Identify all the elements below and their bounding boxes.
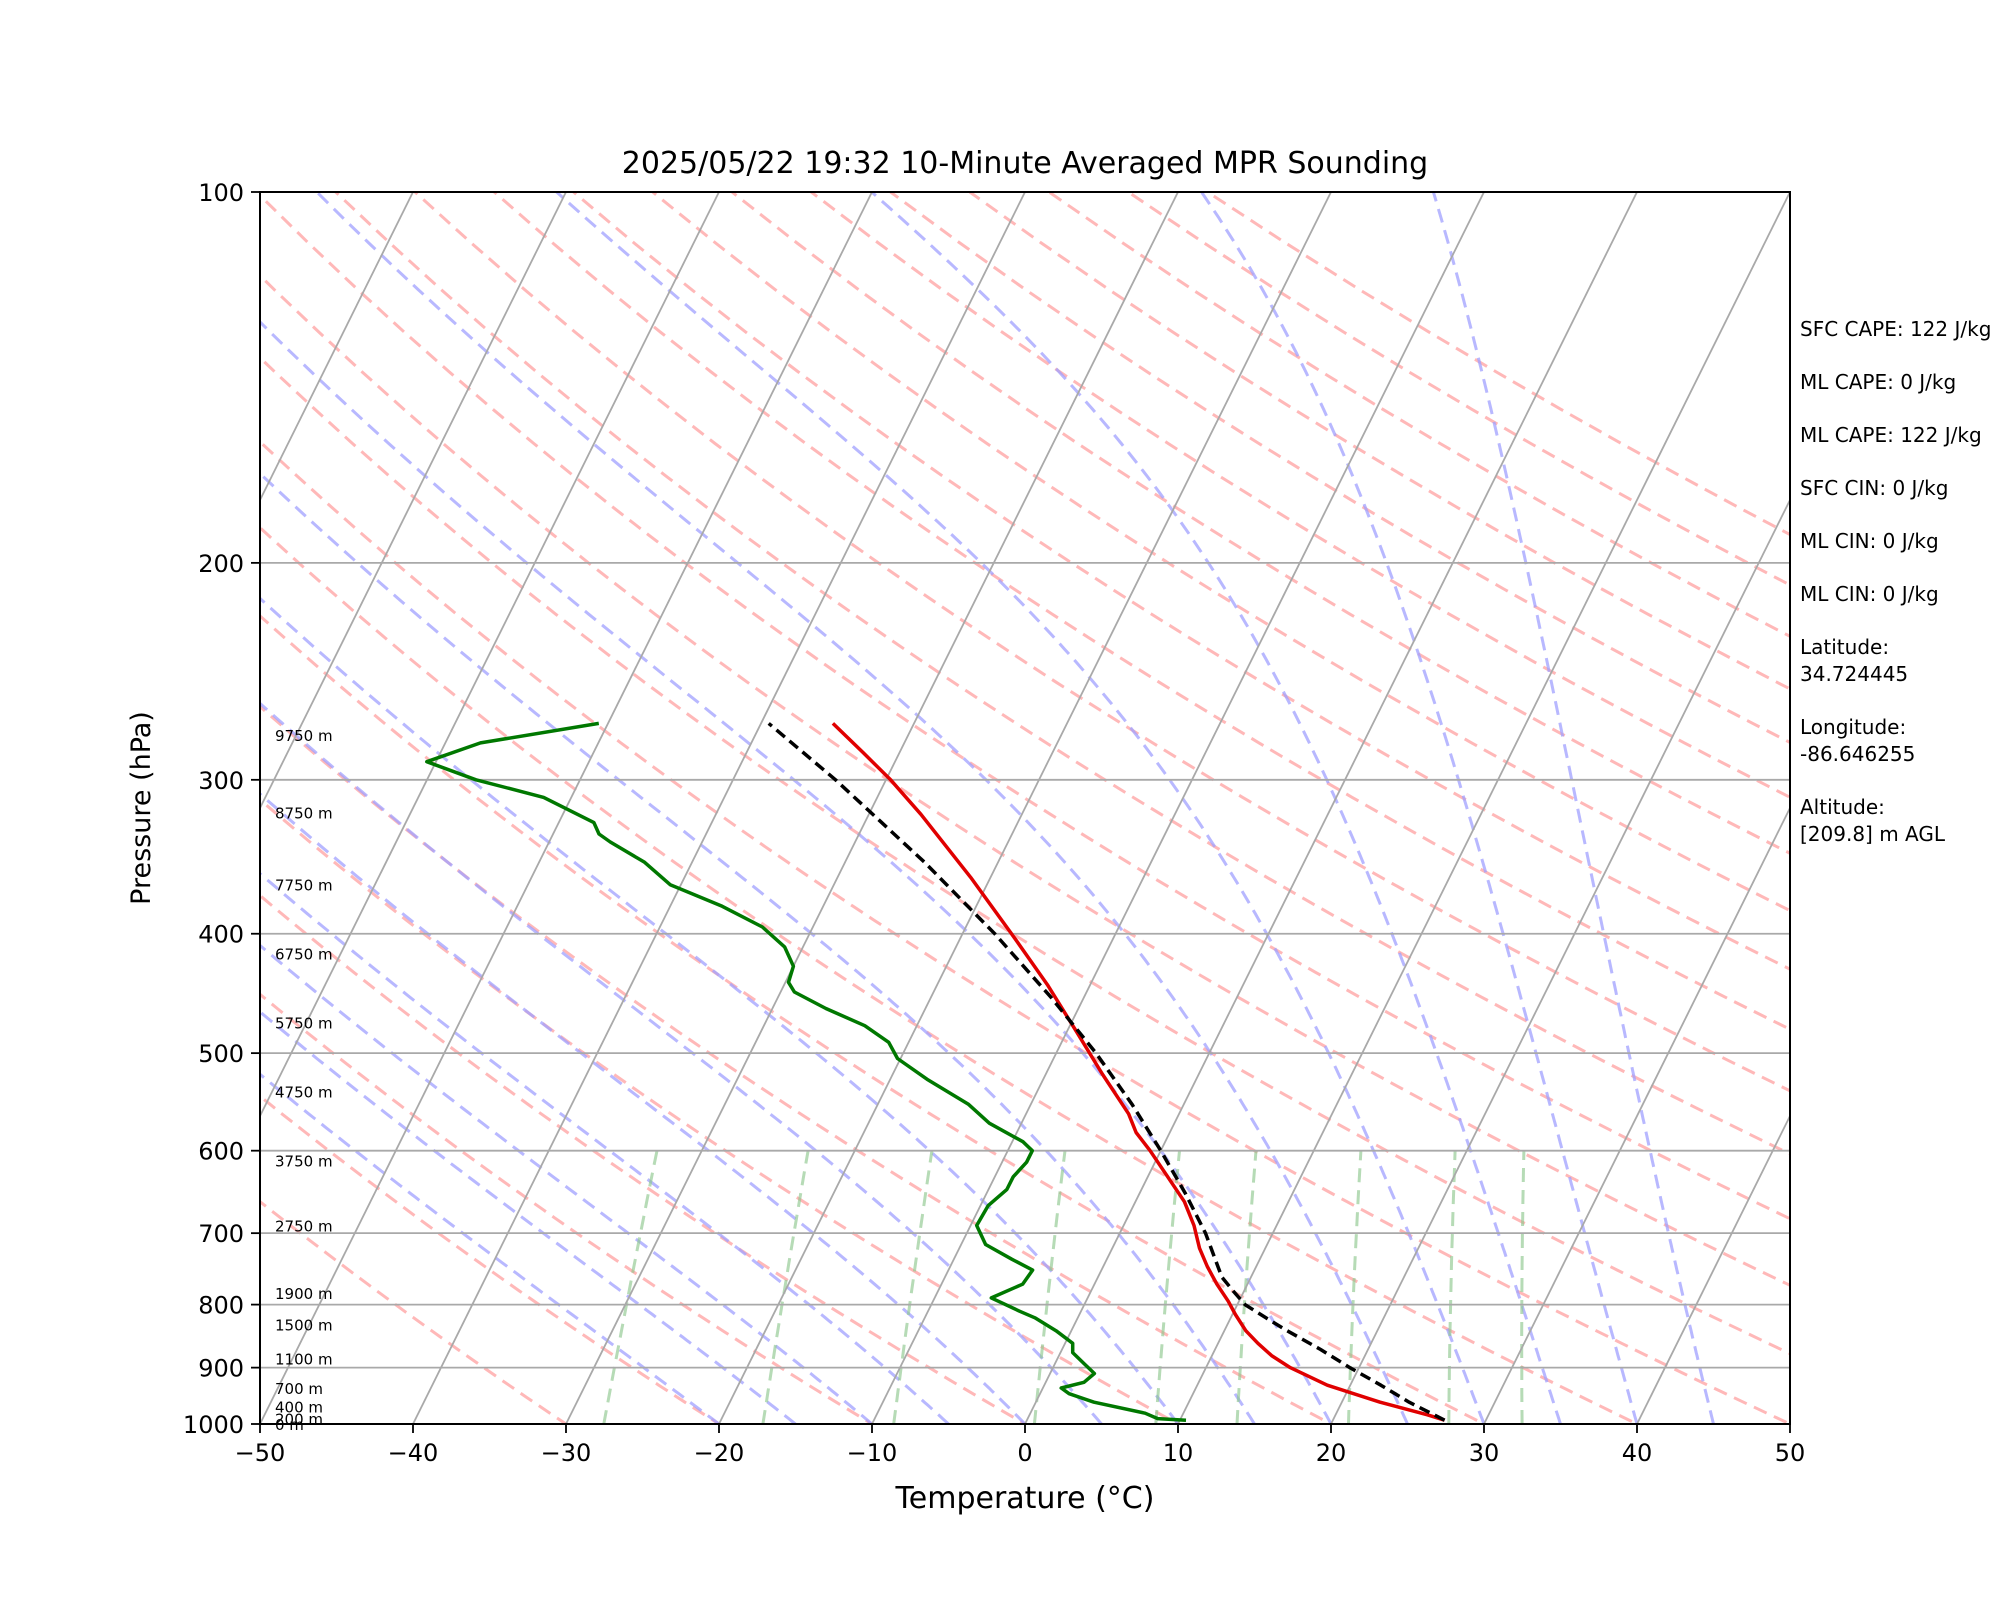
height-label: 6750 m (275, 945, 333, 963)
x-tick-label: 0 (1017, 1439, 1032, 1467)
isotherm-line (872, 192, 1484, 1424)
x-axis-label: Temperature (°C) (895, 1481, 1155, 1516)
moist-adiabat-line (0, 192, 719, 1424)
height-label: 0 m (275, 1416, 304, 1434)
mixing-ratio-line (1522, 1151, 1524, 1424)
x-tick-label: −40 (388, 1439, 439, 1467)
x-tick-label: 40 (1622, 1439, 1653, 1467)
x-tick-label: −20 (694, 1439, 745, 1467)
dry-adiabat-line (98, 192, 2000, 1450)
moist-adiabat-line (0, 192, 796, 1424)
height-label: 4750 m (275, 1083, 333, 1101)
dry-adiabat-line (415, 192, 2000, 1450)
sounding-info-panel: SFC CAPE: 122 J/kg ML CAPE: 0 J/kg ML CAPE… (1800, 316, 2000, 874)
isotherm-line (719, 192, 1331, 1424)
dry-adiabat-line (574, 192, 2000, 1450)
mixing-ratio-line (604, 1151, 657, 1424)
height-label: 700 m (275, 1380, 323, 1398)
y-tick-label: 700 (198, 1220, 244, 1248)
info-item: ML CIN: 0 J/kg (1800, 581, 2000, 608)
info-item: ML CAPE: 0 J/kg (1800, 369, 2000, 396)
height-label: 3750 m (275, 1152, 333, 1170)
dry-adiabat-line (653, 192, 2000, 1450)
x-tick-label: 10 (1163, 1439, 1194, 1467)
dry-adiabat-line (0, 192, 1071, 1450)
info-item: SFC CIN: 0 J/kg (1800, 475, 2000, 502)
y-tick-label: 400 (198, 921, 244, 949)
y-tick-label: 500 (198, 1040, 244, 1068)
mixing-ratio-line (1034, 1151, 1065, 1424)
y-tick-label: 900 (198, 1355, 244, 1383)
y-tick-label: 600 (198, 1138, 244, 1166)
x-tick-label: 30 (1469, 1439, 1500, 1467)
x-tick-label: 20 (1316, 1439, 1347, 1467)
isotherm-line (566, 192, 1178, 1424)
y-tick-label: 300 (198, 767, 244, 795)
y-tick-label: 100 (198, 179, 244, 207)
height-label: 9750 m (275, 727, 333, 745)
moist-adiabat-line (0, 192, 1101, 1424)
x-tick-label: −30 (541, 1439, 592, 1467)
info-item: Altitude: [209.8] m AGL (1800, 794, 2000, 848)
mixing-ratio-line (894, 1151, 932, 1424)
moist-adiabat-line (872, 192, 1561, 1424)
mixing-ratio-line (1449, 1151, 1455, 1424)
height-label: 1900 m (275, 1285, 333, 1303)
y-tick-label: 1000 (183, 1411, 244, 1439)
dry-adiabat-line (0, 192, 1226, 1450)
dry-adiabat-line (0, 192, 1536, 1450)
y-tick-label: 200 (198, 550, 244, 578)
x-tick-label: −50 (235, 1439, 286, 1467)
info-item: Latitude: 34.724445 (1800, 634, 2000, 688)
x-tick-label: −10 (847, 1439, 898, 1467)
dry-adiabat-line (177, 192, 2000, 1450)
moist-adiabat-line (1433, 192, 1713, 1424)
height-label: 1100 m (275, 1351, 333, 1369)
height-label: 1500 m (275, 1316, 333, 1334)
height-label: 2750 m (275, 1217, 333, 1235)
info-item: Longitude: -86.646255 (1800, 714, 2000, 768)
x-tick-label: 50 (1775, 1439, 1806, 1467)
isotherm-line (0, 192, 107, 1424)
height-label: 7750 m (275, 877, 333, 895)
height-label: 5750 m (275, 1014, 333, 1032)
parcel-profile-line (769, 723, 1445, 1420)
moist-adiabat-line (0, 192, 1178, 1424)
info-item: ML CIN: 0 J/kg (1800, 528, 2000, 555)
chart-title: 2025/05/22 19:32 10-Minute Averaged MPR … (622, 146, 1428, 181)
height-label: 8750 m (275, 805, 333, 823)
info-item: ML CAPE: 122 J/kg (1800, 422, 2000, 449)
info-item: SFC CAPE: 122 J/kg (1800, 316, 2000, 343)
y-tick-label: 800 (198, 1292, 244, 1320)
y-axis-label: Pressure (hPa) (126, 711, 157, 905)
